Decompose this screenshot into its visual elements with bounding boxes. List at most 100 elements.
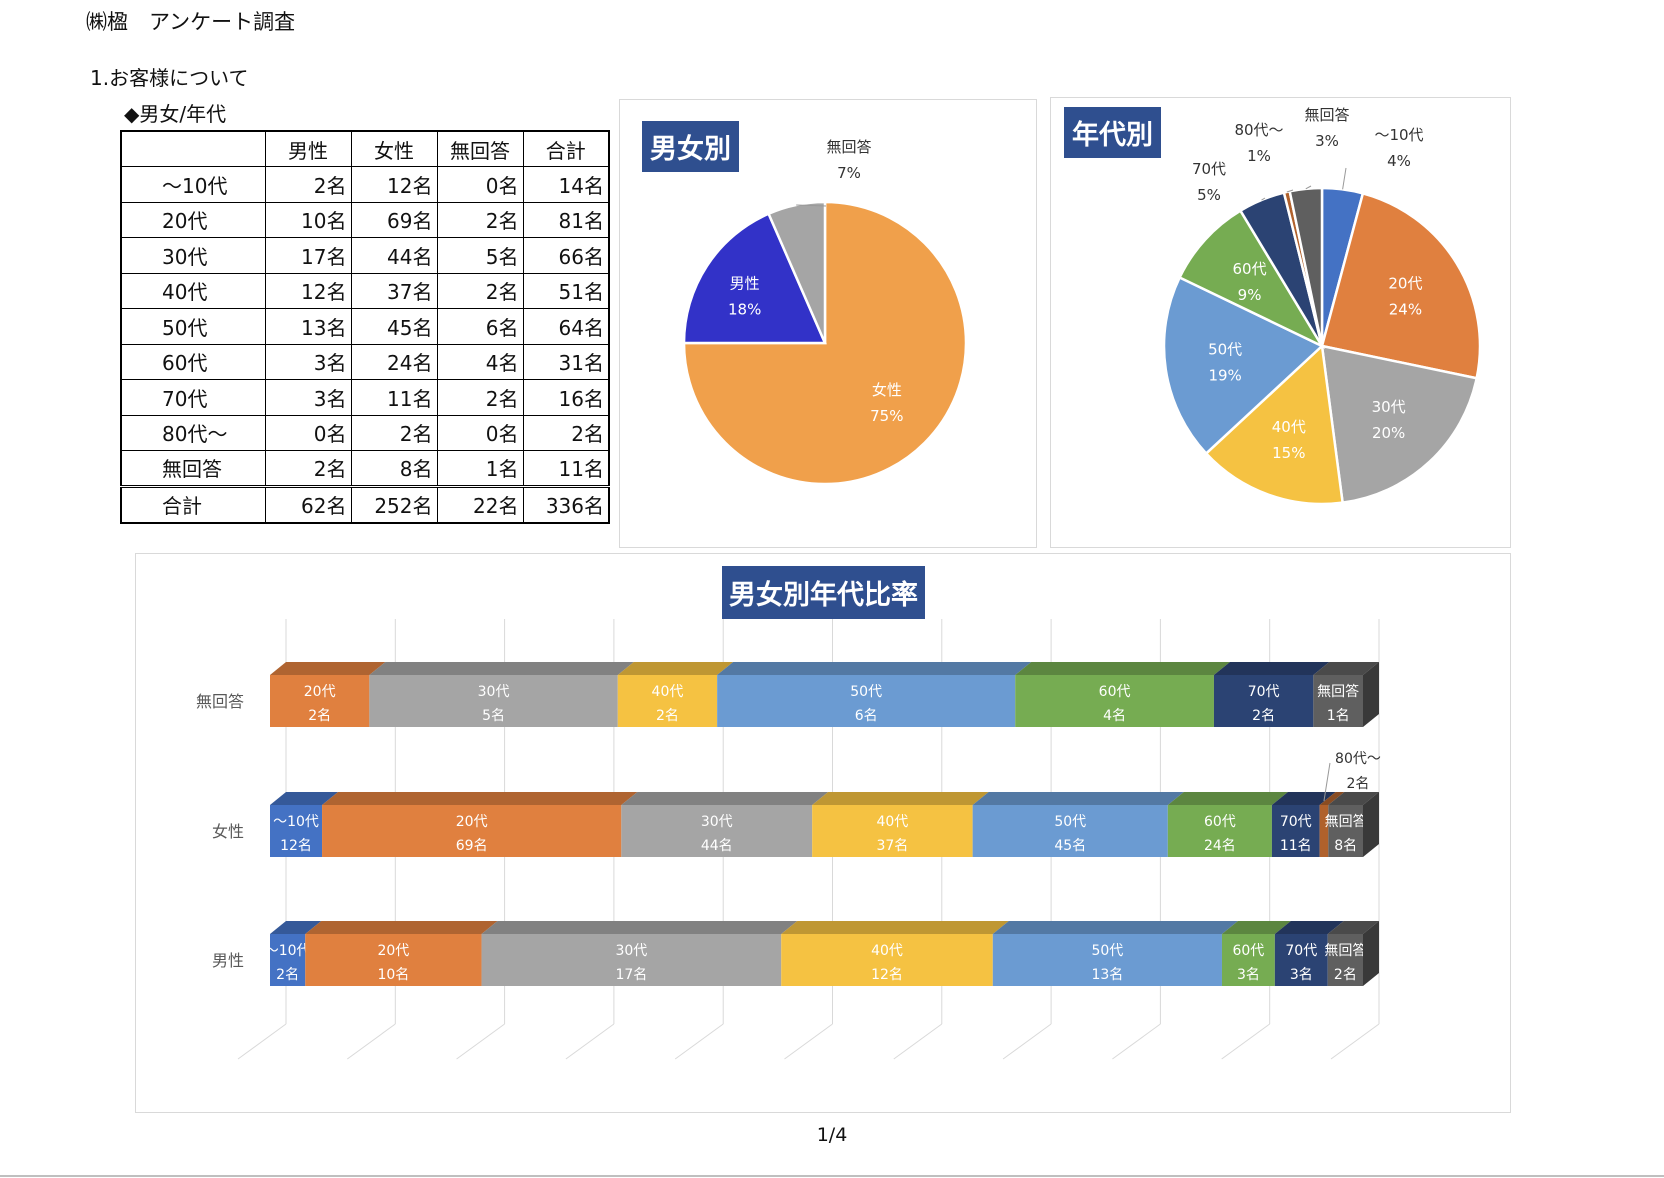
gridline <box>237 1023 287 1060</box>
table-cell: 81名 <box>522 201 610 238</box>
bar-segment-series-label: ～10代 <box>273 814 319 830</box>
age-pie-panel: 年代別 ～10代 4% 20代 24% 30代 20% 40代 15% 50代 19% 60代 9% 7… <box>1050 97 1511 548</box>
bar-segment-series-label: 70代 <box>1285 943 1317 959</box>
bar-segment-value-label: 10名 <box>377 967 409 983</box>
bar-segment-value-label: 45名 <box>1054 838 1086 854</box>
table-row: 80代～ 0名 2名 0名 2名 <box>120 414 610 451</box>
bar-segment-series-label: 50代 <box>1091 943 1123 959</box>
bar-segment-series-label: ～10代 <box>265 943 311 959</box>
table-cell: 24名 <box>350 343 438 380</box>
table-cell: 1名 <box>436 450 524 487</box>
pie-slice-percent: 3% <box>1315 132 1339 150</box>
bar-segment-top <box>1319 792 1345 805</box>
bar-segment-value-label: 2名 <box>276 967 299 983</box>
table-header-cell <box>120 130 266 167</box>
bar-segment-top <box>972 792 1184 805</box>
age-pie-title: 年代別 <box>1064 107 1161 158</box>
bar-segment <box>812 805 973 857</box>
gridline <box>347 1023 396 1060</box>
table-cell: 5名 <box>436 237 524 274</box>
table-cell: 12名 <box>350 166 438 203</box>
bar-segment-series-label: 無回答 <box>1317 683 1359 700</box>
table-row: 40代 12名 37名 2名 51名 <box>120 272 610 309</box>
bar-segment-series-label: 30代 <box>701 814 733 830</box>
table-cell: 336名 <box>522 484 610 524</box>
bar-segment-top <box>621 792 829 805</box>
table-cell: 10名 <box>264 201 352 238</box>
table-cell: 37名 <box>350 272 438 309</box>
bar-segment-series-label: 40代 <box>652 684 684 700</box>
bar-segment-top <box>1327 921 1379 934</box>
table-header-cell: 合計 <box>522 130 610 167</box>
bar-segment-value-label: 2名 <box>1252 708 1275 724</box>
pie-slice-percent: 4% <box>1387 152 1411 170</box>
table-row-label: 50代 <box>120 308 266 345</box>
table-cell: 3名 <box>264 343 352 380</box>
pie-slice <box>682 212 827 345</box>
bar-segment-top <box>1015 662 1230 675</box>
bar-segment <box>1328 805 1363 857</box>
table-cell: 0名 <box>436 166 524 203</box>
category-axis-label: 女性 <box>212 822 244 841</box>
table-row-label: ～10代 <box>120 166 266 203</box>
bar-segment-value-label: 12名 <box>280 838 312 854</box>
bar-side-face <box>1363 792 1379 857</box>
bar-segment-value-label: 2名 <box>1347 776 1370 792</box>
pie-slice-label: 無回答 <box>1304 106 1349 124</box>
table-cell: 31名 <box>522 343 610 380</box>
bar-segment-value-label: 44名 <box>701 838 733 854</box>
bar-segment <box>1271 805 1320 857</box>
pie-slice-label: 30代 <box>1372 398 1406 416</box>
bar-segment-top <box>1274 921 1344 934</box>
pie-slice-percent: 1% <box>1247 147 1271 165</box>
table-row: 70代 3名 11名 2名 16名 <box>120 379 610 416</box>
pie-slice-label: 女性 <box>872 381 902 399</box>
age-pie-chart: ～10代 4% 20代 24% 30代 20% 40代 15% 50代 19% 60代 9% 70代 5%… <box>1162 106 1482 506</box>
bar-segment-top <box>369 662 634 675</box>
bar-segment-value-label: 8名 <box>1334 838 1357 854</box>
bar-segment-top <box>305 921 498 934</box>
gridline <box>1330 1023 1380 1060</box>
stacked-bar-title: 男女別年代比率 <box>722 566 925 619</box>
table-cell: 8名 <box>350 450 438 487</box>
bar-segment-series-label: 無回答 <box>1324 942 1366 959</box>
bar-segment <box>617 675 718 727</box>
bar-segment-series-label: 20代 <box>456 814 488 830</box>
table-row: 60代 3名 24名 4名 31名 <box>120 343 610 380</box>
bar-segment <box>305 934 482 986</box>
table-header-cell: 無回答 <box>436 130 524 167</box>
table-row-label: 70代 <box>120 379 266 416</box>
table-cell: 69名 <box>350 201 438 238</box>
leader-line <box>1305 185 1312 190</box>
table-cell: 45名 <box>350 308 438 345</box>
gridline <box>1221 1023 1270 1060</box>
pie-slice-label: ～10代 <box>1374 126 1423 144</box>
gridline <box>1002 1023 1052 1060</box>
bar-side-face <box>1363 921 1379 986</box>
bar-segment <box>270 934 306 986</box>
table-row: 20代 10名 69名 2名 81名 <box>120 201 610 238</box>
table-cell: 0名 <box>264 414 352 451</box>
bar-segment-value-label: 6名 <box>855 708 878 724</box>
bar-segment-value-label: 3名 <box>1237 967 1260 983</box>
gridline <box>674 1023 724 1060</box>
gender-pie-title: 男女別 <box>642 121 739 172</box>
pie-slice-label: 20代 <box>1388 275 1422 293</box>
bar-segment <box>1015 675 1214 727</box>
pie-slice-percent: 19% <box>1208 367 1241 385</box>
bar-segment-series-label: 無回答 <box>1325 813 1367 830</box>
pie-slice-percent: 24% <box>1389 301 1422 319</box>
table-cell: 22名 <box>436 484 524 524</box>
bar-segment <box>481 934 782 986</box>
leader-line <box>1323 762 1331 802</box>
table-row-label: 合計 <box>120 484 266 524</box>
table-row-label: 60代 <box>120 343 266 380</box>
table-cell: 16名 <box>522 379 610 416</box>
table-row-label: 80代～ <box>120 414 266 451</box>
table-cell: 2名 <box>436 201 524 238</box>
table-row-label: 30代 <box>120 237 266 274</box>
bar-segment-value-label: 4名 <box>1103 708 1126 724</box>
page-bottom-rule <box>0 1175 1664 1177</box>
bar-segment-top <box>481 921 798 934</box>
pie-slice <box>1162 275 1325 456</box>
